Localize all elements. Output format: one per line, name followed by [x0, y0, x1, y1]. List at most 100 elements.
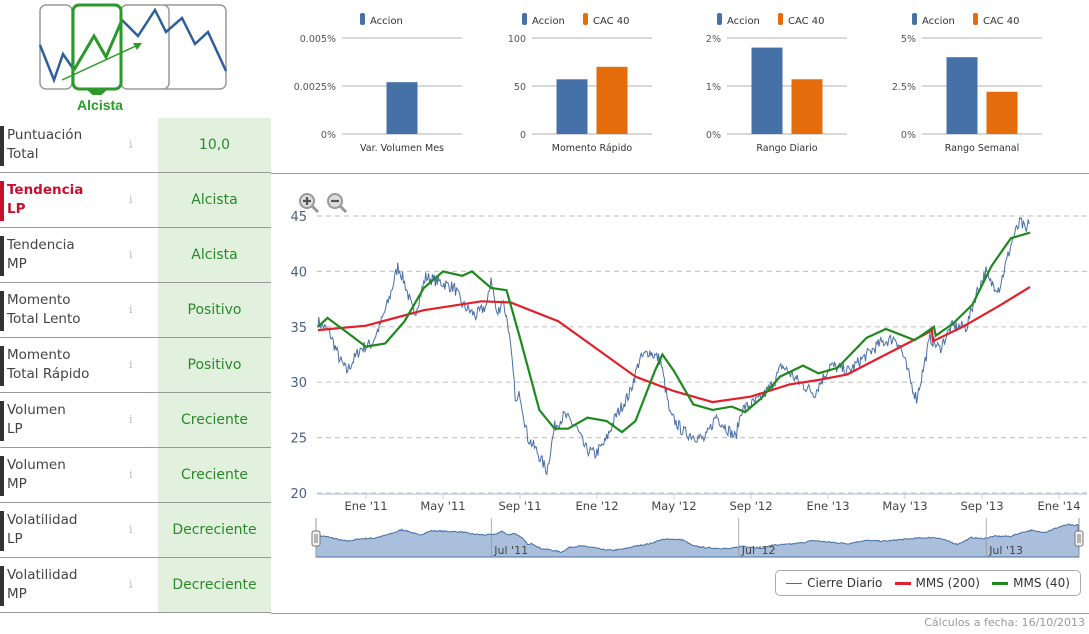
legend-swatch-icon [583, 13, 588, 25]
legend-item-close[interactable]: Cierre Diario [786, 576, 882, 590]
price-chart[interactable]: 20 25 30 35 40 45 Ene '11 May '11 Sep '11 Ene '12… [271, 174, 1089, 613]
line-swatch-icon [894, 581, 911, 585]
legend-label: Accion [370, 16, 403, 27]
info-icon[interactable]: i [129, 138, 133, 151]
navigator-right-handle[interactable] [1074, 518, 1084, 557]
line-swatch-icon [992, 581, 1009, 585]
info-icon[interactable]: i [129, 468, 133, 481]
y-tick-label: 5% [901, 34, 916, 45]
bar-accion [751, 47, 783, 134]
indicator-row[interactable]: Tendencia MP i Alcista [0, 228, 271, 283]
indicator-row[interactable]: Volumen LP i Creciente [0, 393, 271, 448]
info-icon[interactable]: i [129, 248, 133, 261]
indicator-label: Volumen MP [7, 456, 127, 494]
legend-label: Cierre Diario [807, 576, 883, 590]
bar-cac-40 [986, 91, 1018, 134]
indicator-row[interactable]: Volatilidad MP i Decreciente [0, 558, 271, 613]
bar-chart-momento-rapido: Accion CAC 40 0 50 100 Momento Rápido [508, 13, 652, 154]
divider [271, 173, 1089, 174]
info-icon[interactable]: i [129, 523, 133, 536]
indicator-label: Tendencia LP [7, 181, 127, 219]
label-line-1: Tendencia [7, 182, 84, 198]
legend-label: CAC 40 [788, 16, 825, 27]
y-tick-label: 20 [290, 487, 307, 502]
category-label: Rango Semanal [945, 143, 1020, 154]
indicator-value: Creciente [158, 448, 271, 502]
indicator-value: Creciente [158, 393, 271, 447]
label-line-2: LP [7, 531, 23, 547]
y-tick-label: 0% [321, 130, 336, 141]
x-tick-label: Ene '13 [806, 499, 849, 513]
legend-label: CAC 40 [593, 16, 630, 27]
y-tick-label: 0.0025% [294, 82, 336, 93]
navigator-label: Jul '12 [741, 544, 776, 557]
legend-swatch-icon [778, 13, 783, 25]
y-tick-label: 2.5% [892, 82, 916, 93]
indicator-value: Positivo [158, 283, 271, 337]
indicator-row[interactable]: Tendencia LP i Alcista [0, 173, 271, 228]
label-line-2: LP [7, 421, 23, 437]
x-tick-label: Sep '11 [498, 499, 541, 513]
zoom-out-icon[interactable] [326, 192, 348, 214]
label-line-1: Puntuación [7, 127, 83, 143]
series-mms-200 [317, 285, 1031, 404]
indicator-value: Decreciente [158, 558, 271, 612]
indicator-label: Volumen LP [7, 401, 127, 439]
legend-label: Accion [532, 16, 565, 27]
label-line-2: MP [7, 586, 27, 602]
x-tick-label: Ene '12 [575, 499, 618, 513]
indicator-value: Alcista [158, 228, 271, 282]
info-icon[interactable]: i [129, 303, 133, 316]
label-line-2: Total Rápido [7, 366, 90, 382]
calculation-date: Cálculos a fecha: 16/10/2013 [924, 616, 1085, 629]
y-tick-label: 50 [514, 82, 526, 93]
row-marker [0, 566, 4, 606]
info-icon[interactable]: i [129, 193, 133, 206]
y-tick-label: 2% [706, 34, 721, 45]
info-icon[interactable]: i [129, 358, 133, 371]
indicator-row[interactable]: Volatilidad LP i Decreciente [0, 503, 271, 558]
x-tick-label: May '13 [882, 499, 927, 513]
y-tick-label: 45 [290, 210, 307, 225]
indicator-row[interactable]: Volumen MP i Creciente [0, 448, 271, 503]
legend-item-mms40[interactable]: MMS (40) [992, 576, 1070, 590]
indicator-row[interactable]: Momento Total Rápido i Positivo [0, 338, 271, 393]
bar-accion [386, 82, 418, 134]
trend-signal-illustration [38, 3, 228, 95]
legend-label: Accion [922, 16, 955, 27]
legend-swatch-icon [973, 13, 978, 25]
indicator-value: 10,0 [158, 118, 271, 172]
series-cierre-diario [317, 216, 1030, 476]
bar-chart-rango-diario: Accion CAC 40 0% 1% 2% Rango Diario [706, 13, 847, 154]
label-line-1: Tendencia [7, 237, 75, 253]
y-tick-label: 35 [290, 321, 307, 336]
row-marker [0, 456, 4, 496]
chart-legend: Cierre Diario MMS (200) MMS (40) [775, 570, 1081, 596]
label-line-2: MP [7, 476, 27, 492]
signal-label: Alcista [77, 97, 123, 113]
legend-swatch-icon [360, 13, 365, 25]
legend-label: CAC 40 [983, 16, 1020, 27]
info-icon[interactable]: i [129, 578, 133, 591]
navigator-left-handle[interactable] [311, 518, 321, 557]
row-marker [0, 126, 4, 166]
indicator-label: Volatilidad MP [7, 566, 127, 604]
y-tick-label: 0 [520, 130, 526, 141]
indicator-row[interactable]: Momento Total Lento i Positivo [0, 283, 271, 338]
x-tick-label: May '12 [651, 499, 696, 513]
legend-item-mms200[interactable]: MMS (200) [894, 576, 980, 590]
bar-accion [556, 79, 588, 134]
row-marker [0, 291, 4, 331]
category-label: Momento Rápido [552, 143, 633, 154]
legend-swatch-icon [912, 13, 917, 25]
info-icon[interactable]: i [129, 413, 133, 426]
line-swatch-icon [786, 582, 803, 584]
indicator-label: Puntuación Total [7, 126, 127, 164]
zoom-in-icon[interactable] [298, 192, 320, 214]
indicator-row[interactable]: Puntuación Total i 10,0 [0, 118, 271, 173]
navigator-label: Jul '11 [493, 544, 528, 557]
category-label: Var. Volumen Mes [360, 143, 444, 154]
x-tick-label: Sep '12 [729, 499, 772, 513]
row-marker [0, 401, 4, 441]
row-marker [0, 181, 4, 221]
